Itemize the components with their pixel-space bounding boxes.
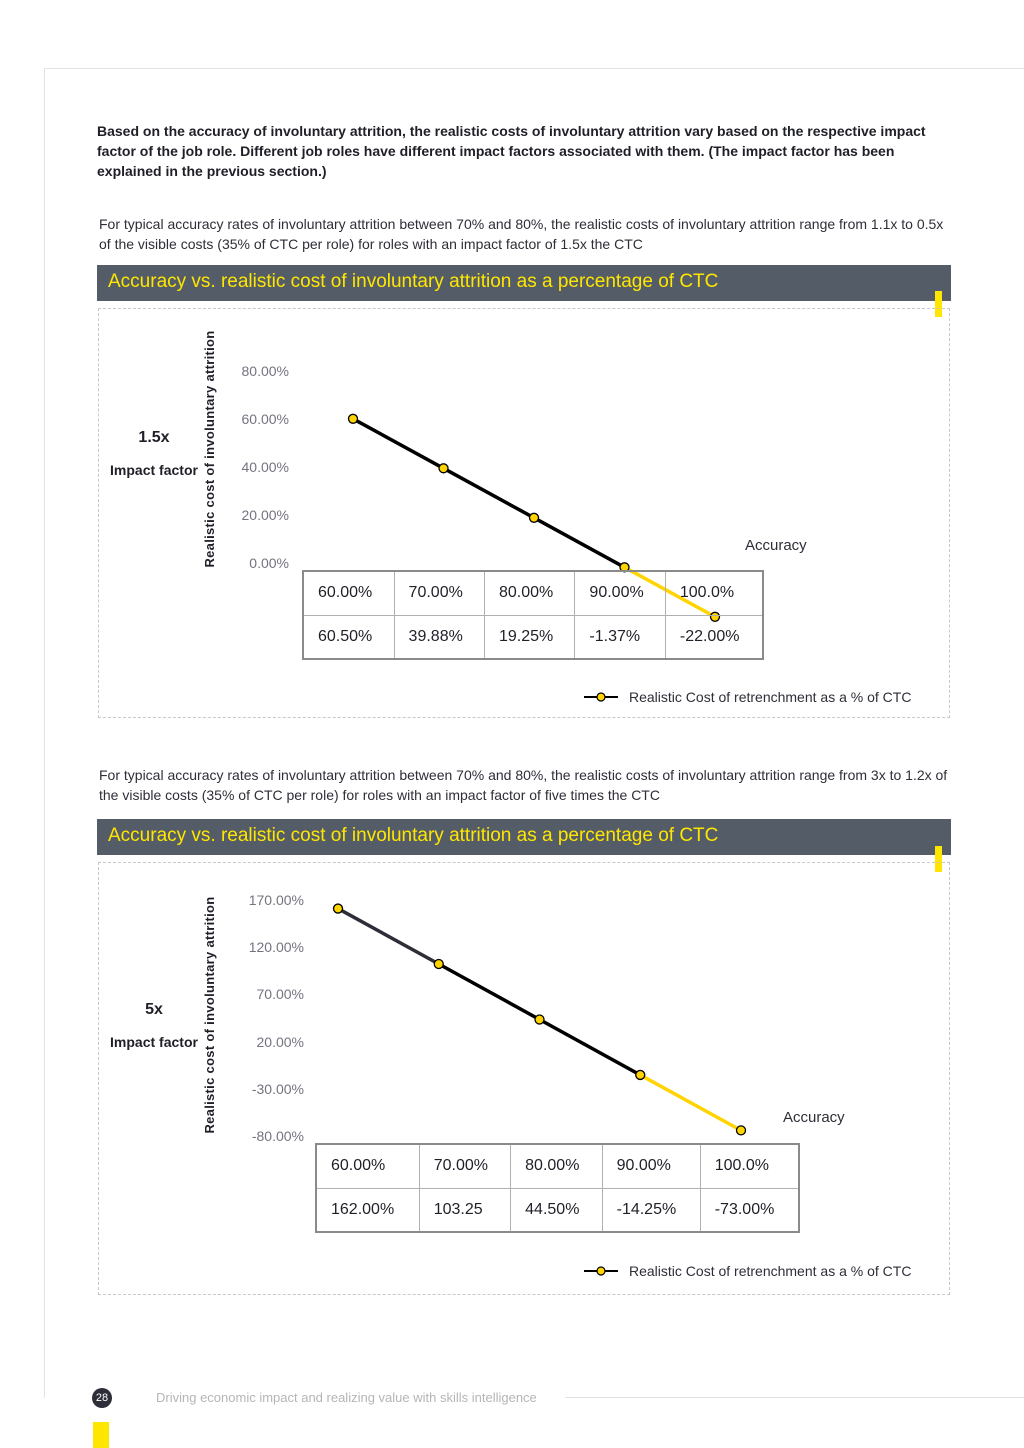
table-cell: 90.00%	[601, 1143, 701, 1189]
page-frame-top	[44, 68, 1024, 69]
section1-legend: Realistic Cost of retrenchment as a % of…	[584, 689, 911, 705]
footer-divider	[565, 1397, 1024, 1398]
table-header-row: 60.00% 70.00% 80.00% 90.00% 100.0%	[315, 1143, 800, 1189]
section2-legend-label: Realistic Cost of retrenchment as a % of…	[629, 1263, 912, 1279]
section1-legend-label: Realistic Cost of retrenchment as a % of…	[629, 689, 912, 705]
table-row: 60.50% 39.88% 19.25% -1.37% -22.00%	[302, 614, 764, 660]
section1-chart-panel: 1.5x Impact factor Realistic cost of inv…	[98, 308, 950, 718]
table-cell: 39.88%	[393, 614, 485, 660]
section1-x-axis-label: Accuracy	[745, 537, 807, 554]
y-tick-label: 60.00%	[241, 411, 289, 427]
section2-impact-factor-label: Impact factor	[110, 1034, 198, 1050]
table-cell: 90.00%	[574, 570, 666, 616]
table-cell: 70.00%	[393, 570, 485, 616]
y-tick-label: 20.00%	[256, 1033, 304, 1050]
section2-chart-title: Accuracy vs. realistic cost of involunta…	[108, 825, 719, 846]
section1-accent-mark	[935, 291, 942, 317]
data-point	[433, 958, 444, 970]
y-tick-label: 120.00%	[248, 939, 304, 956]
table-cell: 44.50%	[510, 1187, 603, 1233]
y-tick-label: 0.00%	[249, 555, 289, 571]
table-header-row: 60.00% 70.00% 80.00% 90.00% 100.0%	[302, 570, 764, 616]
section2-note: For typical accuracy rates of involuntar…	[99, 767, 948, 803]
table-cell: 60.00%	[302, 570, 395, 616]
section1-impact-factor-value: 1.5x	[138, 429, 170, 446]
series-line-segment	[351, 417, 446, 471]
table-cell: 103.25	[418, 1187, 512, 1233]
series-line-segment	[437, 962, 542, 1022]
section2-chart-panel: 5x Impact factor Realistic cost of invol…	[98, 862, 950, 1295]
table-cell: 60.00%	[315, 1143, 420, 1189]
series-line-segment	[638, 1073, 743, 1133]
series-line-segment	[537, 1017, 642, 1077]
footer-text: Driving economic impact and realizing va…	[156, 1390, 537, 1405]
y-tick-label: -80.00%	[251, 1128, 304, 1144]
series-line-segment	[441, 466, 536, 520]
page-frame-left	[44, 68, 45, 1398]
data-point	[534, 1014, 545, 1025]
y-tick-label: 170.00%	[248, 892, 304, 908]
table-cell: 70.00%	[418, 1143, 512, 1189]
section1-chart-title: Accuracy vs. realistic cost of involunta…	[108, 271, 719, 292]
legend-line-marker-icon	[584, 692, 618, 702]
intro-paragraph: Based on the accuracy of involuntary att…	[97, 123, 926, 179]
legend-line-marker-icon	[584, 1266, 618, 1276]
section2-x-axis-label: Accuracy	[783, 1109, 845, 1126]
table-cell: -73.00%	[699, 1187, 800, 1233]
page-number-badge: 28	[92, 1388, 112, 1408]
data-point	[347, 413, 359, 424]
y-tick-label: 70.00%	[256, 986, 304, 1003]
series-line-segment	[532, 516, 627, 570]
section2-legend: Realistic Cost of retrenchment as a % of…	[584, 1263, 911, 1279]
section2-title-bar: Accuracy vs. realistic cost of involunta…	[97, 819, 951, 855]
table-row: 162.00% 103.25 44.50% -14.25% -73.00%	[315, 1187, 800, 1233]
table-cell: 80.00%	[483, 570, 576, 616]
y-tick-label: 20.00%	[241, 507, 289, 523]
y-tick-label: 80.00%	[241, 363, 289, 379]
data-point	[438, 463, 449, 474]
section2-impact-factor-value: 5x	[145, 1001, 163, 1018]
y-tick-label: 40.00%	[241, 459, 289, 475]
data-point	[528, 512, 540, 523]
footer-accent-mark	[93, 1422, 109, 1448]
table-cell: -22.00%	[664, 614, 764, 660]
table-cell: -1.37%	[574, 614, 666, 660]
section1-data-table: 60.00% 70.00% 80.00% 90.00% 100.0% 60.50…	[302, 570, 764, 660]
table-cell: 60.50%	[302, 614, 395, 660]
y-tick-label: -30.00%	[251, 1080, 304, 1097]
table-cell: 162.00%	[315, 1187, 420, 1233]
section1-impact-factor-label: Impact factor	[110, 462, 198, 478]
data-point	[735, 1125, 747, 1136]
section2-accent-mark	[935, 846, 942, 872]
series-line-segment	[336, 906, 441, 966]
section1-note: For typical accuracy rates of involuntar…	[99, 216, 944, 252]
table-cell: 100.0%	[699, 1143, 800, 1189]
section2-data-table: 60.00% 70.00% 80.00% 90.00% 100.0% 162.0…	[315, 1143, 800, 1233]
data-point	[635, 1069, 646, 1081]
table-cell: 80.00%	[510, 1143, 603, 1189]
table-cell: -14.25%	[601, 1187, 701, 1233]
data-point	[332, 903, 344, 914]
table-cell: 100.0%	[664, 570, 764, 616]
section1-title-bar: Accuracy vs. realistic cost of involunta…	[97, 265, 951, 301]
section2-line-plot	[332, 903, 747, 1136]
table-cell: 19.25%	[483, 614, 576, 660]
